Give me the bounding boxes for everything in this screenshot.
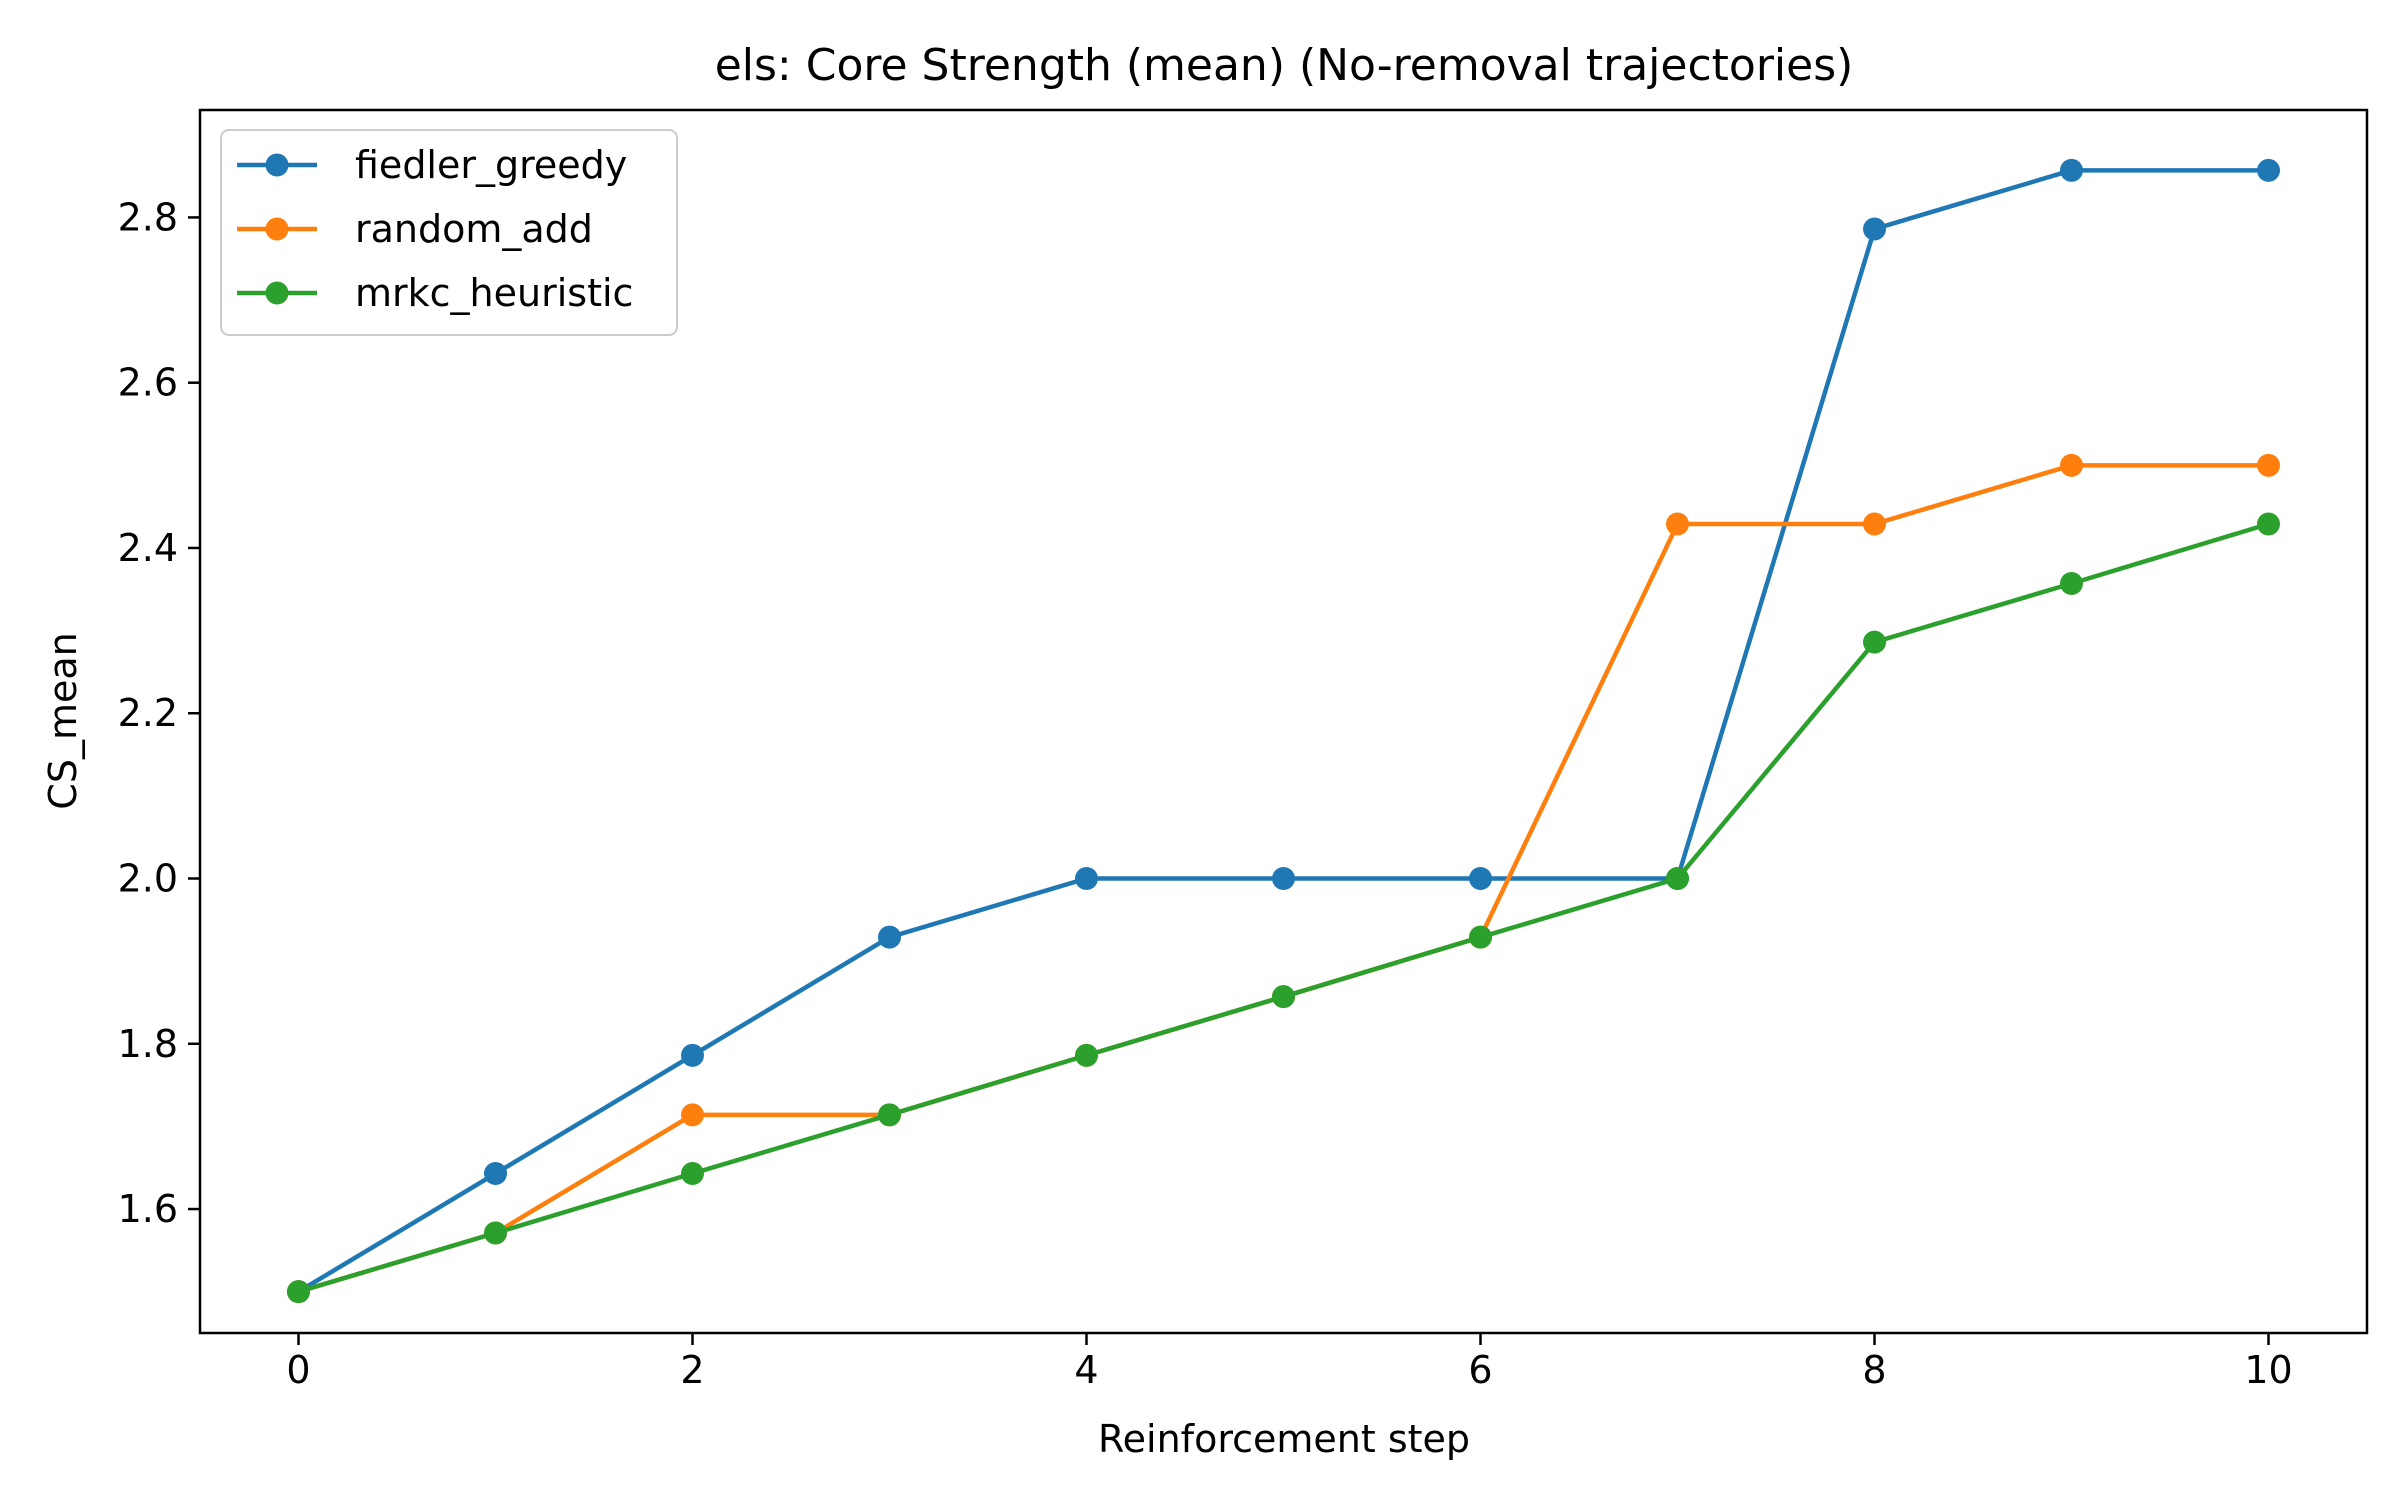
data-point xyxy=(2257,158,2280,182)
x-tick-label: 6 xyxy=(1468,1348,1492,1392)
legend-box xyxy=(220,129,678,336)
data-point xyxy=(1075,867,1098,891)
data-point xyxy=(2257,453,2280,477)
data-point xyxy=(681,1043,704,1067)
legend-marker xyxy=(265,217,289,241)
data-point xyxy=(1863,217,1886,241)
y-axis-label: CS_mean xyxy=(41,632,85,809)
data-point xyxy=(2060,158,2083,182)
data-point xyxy=(2060,453,2083,477)
data-point xyxy=(1075,1043,1098,1067)
data-point xyxy=(1666,867,1689,891)
x-tick-label: 4 xyxy=(1074,1348,1098,1392)
legend-label: mrkc_heuristic xyxy=(355,271,633,315)
chart-title: els: Core Strength (mean) (No-removal tr… xyxy=(715,40,1854,91)
legend-marker xyxy=(265,281,289,305)
data-point xyxy=(484,1162,507,1186)
data-point xyxy=(1863,512,1886,536)
data-point xyxy=(2257,512,2280,536)
legend-marker xyxy=(265,153,289,177)
data-point xyxy=(681,1162,704,1186)
data-point xyxy=(1863,630,1886,654)
data-point xyxy=(1272,985,1295,1009)
y-tick-label: 2.2 xyxy=(118,691,178,735)
x-axis-ticks: 0 2 4 6 8 10 xyxy=(286,1333,2293,1392)
y-tick-label: 2.8 xyxy=(118,195,178,239)
data-point xyxy=(484,1221,507,1245)
x-tick-label: 2 xyxy=(680,1348,704,1392)
data-point xyxy=(1272,867,1295,891)
y-tick-label: 2.6 xyxy=(118,361,178,405)
data-point xyxy=(1469,867,1492,891)
y-tick-label: 1.6 xyxy=(118,1187,178,1231)
y-tick-label: 2.4 xyxy=(118,526,178,570)
data-point xyxy=(878,1103,901,1127)
data-point xyxy=(287,1280,310,1304)
y-tick-label: 2.0 xyxy=(118,857,178,901)
x-axis-label: Reinforcement step xyxy=(1098,1417,1470,1461)
legend-items: fiedler_greedy random_add mrkc_heuristic xyxy=(237,143,633,315)
x-tick-label: 10 xyxy=(2244,1348,2292,1392)
legend: fiedler_greedy random_add mrkc_heuristic xyxy=(220,129,678,336)
legend-label: fiedler_greedy xyxy=(355,143,627,187)
x-tick-label: 0 xyxy=(286,1348,310,1392)
data-point xyxy=(1469,925,1492,949)
plot-frame xyxy=(198,108,2369,1335)
data-point xyxy=(681,1103,704,1127)
legend-label: random_add xyxy=(355,207,593,251)
data-point xyxy=(1666,512,1689,536)
series-layer xyxy=(287,158,2280,1304)
series-mrkc_heuristic xyxy=(287,512,2280,1304)
y-axis-ticks: 1.6 1.8 2.0 2.2 2.4 2.6 2.8 xyxy=(118,195,200,1231)
data-point xyxy=(878,925,901,949)
data-point xyxy=(2060,571,2083,595)
y-tick-label: 1.8 xyxy=(118,1022,178,1066)
x-tick-label: 8 xyxy=(1862,1348,1886,1392)
